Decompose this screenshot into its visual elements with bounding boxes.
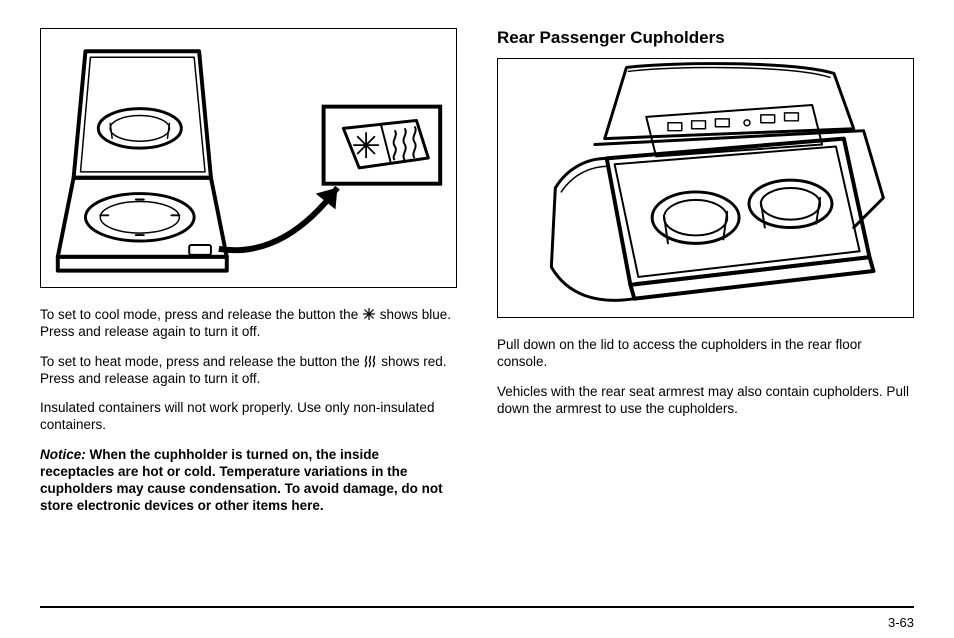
notice-body: When the cuphholder is turned on, the in…	[40, 447, 443, 514]
snowflake-icon	[362, 307, 376, 321]
footer-rule	[40, 606, 914, 608]
heat-waves-icon	[363, 354, 377, 368]
right-column: Rear Passenger Cupholders	[497, 28, 914, 588]
rear-p2: Vehicles with the rear seat armrest may …	[497, 383, 914, 418]
cool-mode-paragraph: To set to cool mode, press and release t…	[40, 306, 457, 341]
heat-mode-text-a: To set to heat mode, press and release t…	[40, 354, 363, 369]
page-content: To set to cool mode, press and release t…	[40, 28, 914, 588]
cool-mode-text-a: To set to cool mode, press and release t…	[40, 307, 362, 322]
left-column: To set to cool mode, press and release t…	[40, 28, 457, 588]
insulated-paragraph: Insulated containers will not work prope…	[40, 399, 457, 434]
rear-p1: Pull down on the lid to access the cupho…	[497, 336, 914, 371]
figure-front-cupholder	[40, 28, 457, 288]
rear-cupholders-heading: Rear Passenger Cupholders	[497, 28, 914, 48]
figure-rear-cupholder	[497, 58, 914, 318]
front-cupholder-illustration	[41, 29, 456, 287]
page-number: 3-63	[888, 615, 914, 630]
heat-mode-paragraph: To set to heat mode, press and release t…	[40, 353, 457, 388]
rear-cupholder-illustration	[498, 59, 913, 317]
notice-label: Notice:	[40, 447, 86, 462]
notice-paragraph: Notice: When the cuphholder is turned on…	[40, 446, 457, 515]
